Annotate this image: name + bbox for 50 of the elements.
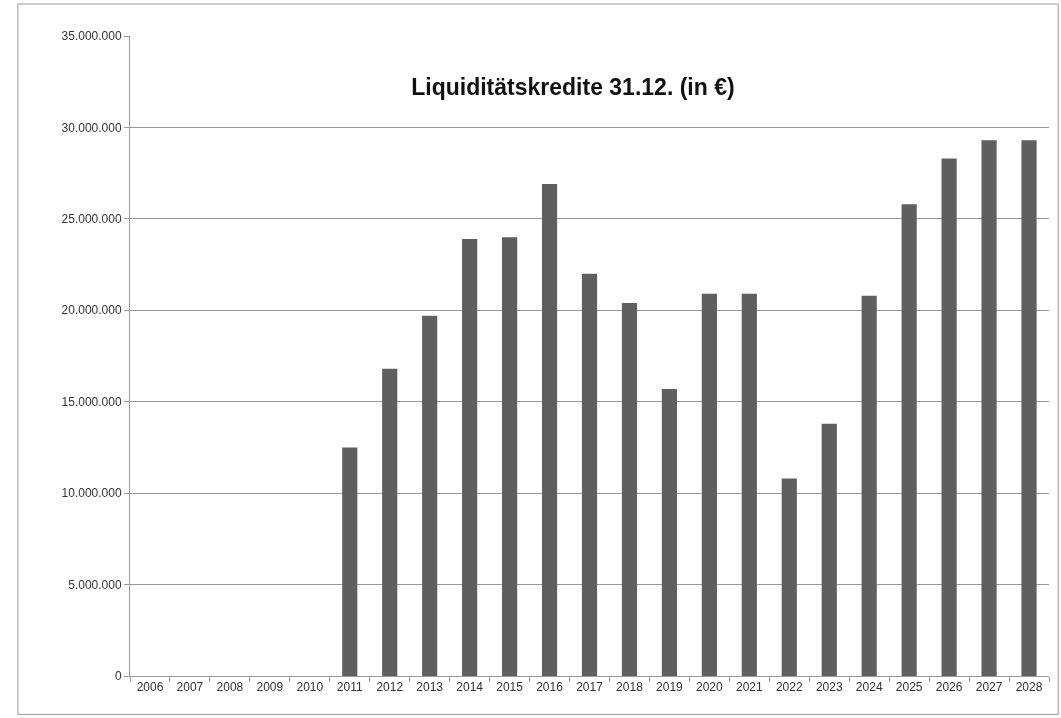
y-tick-label: 30.000.000 <box>61 120 122 135</box>
bar <box>1021 140 1037 676</box>
bar <box>741 293 757 676</box>
bar <box>781 478 797 676</box>
bar <box>661 388 677 676</box>
bar <box>941 158 957 676</box>
x-tick-label: 2028 <box>1015 680 1043 695</box>
bar <box>701 293 717 676</box>
bar <box>821 423 837 676</box>
y-tick-label: 0 <box>114 669 122 684</box>
x-tick-label: 2007 <box>176 680 204 695</box>
x-tick-label: 2019 <box>656 680 684 695</box>
y-tick-label: 20.000.000 <box>61 303 122 318</box>
x-tick-label: 2024 <box>855 680 883 695</box>
x-tick-label: 2008 <box>216 680 244 695</box>
x-tick-label: 2011 <box>336 680 363 695</box>
bar <box>422 315 438 676</box>
y-tick-label: 15.000.000 <box>61 394 122 409</box>
x-tick-label: 2016 <box>536 680 564 695</box>
x-tick-label: 2010 <box>296 680 324 695</box>
x-tick-label: 2023 <box>815 680 843 695</box>
x-tick-label: 2022 <box>775 680 803 695</box>
y-tick-label: 5.000.000 <box>68 577 122 592</box>
bar <box>581 273 598 676</box>
x-tick-label: 2013 <box>416 680 444 695</box>
y-tick-label: 35.000.000 <box>61 29 122 44</box>
text: Liquiditätskredite 31.12. (in €) <box>411 74 735 101</box>
x-tick-label: 2015 <box>496 680 524 695</box>
y-tick-label: 10.000.000 <box>61 486 122 501</box>
x-tick-label: 2018 <box>616 680 644 695</box>
x-tick-label: 2021 <box>735 680 763 695</box>
x-tick-label: 2012 <box>376 680 404 695</box>
bar <box>502 237 518 676</box>
x-tick-label: 2006 <box>136 680 164 695</box>
bar <box>462 238 478 676</box>
bar <box>981 140 997 676</box>
x-tick-label: 2014 <box>456 680 484 695</box>
x-tick-label: 2026 <box>935 680 963 695</box>
x-tick-label: 2020 <box>696 680 724 695</box>
x-tick-label: 2017 <box>576 680 604 695</box>
bar <box>382 368 398 676</box>
bar <box>901 204 917 676</box>
x-tick-label: 2009 <box>256 680 284 695</box>
y-tick-label: 25.000.000 <box>61 212 122 227</box>
bar <box>861 295 877 676</box>
bar <box>342 447 358 676</box>
bar <box>621 302 638 676</box>
x-tick-label: 2025 <box>895 680 923 695</box>
bar <box>541 184 558 676</box>
x-tick-label: 2027 <box>975 680 1003 695</box>
